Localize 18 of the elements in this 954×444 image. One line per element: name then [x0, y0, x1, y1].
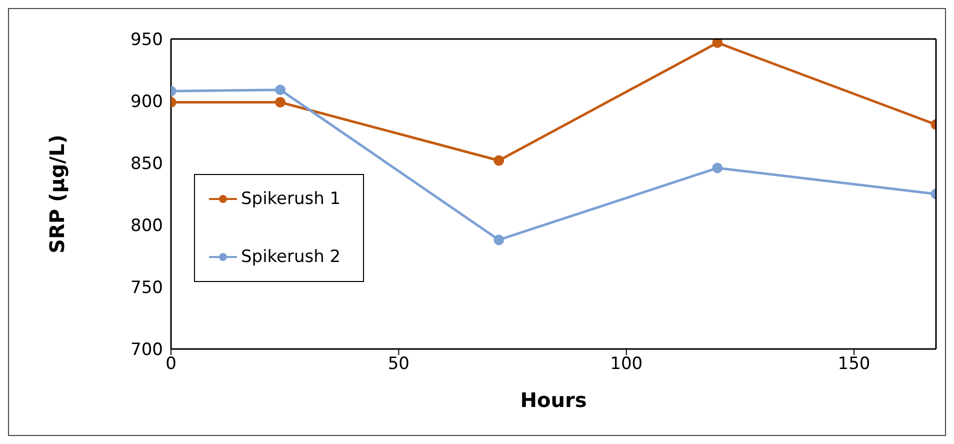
point	[712, 39, 723, 48]
y-axis-title: SRP (µg/L)	[45, 134, 70, 254]
point	[712, 162, 723, 174]
y-tick-label: 850	[130, 154, 163, 174]
legend-label: Spikerush 1	[241, 189, 341, 209]
y-tick-label: 700	[130, 340, 163, 360]
point	[494, 234, 504, 246]
y-tick-label: 800	[130, 216, 163, 236]
y-tick-label: 750	[130, 278, 163, 298]
x-tick-label: 100	[610, 354, 643, 374]
y-tick-label: 900	[130, 92, 163, 112]
x-axis-title: Hours	[520, 388, 587, 412]
legend-label: Spikerush 2	[241, 247, 341, 267]
point	[494, 155, 504, 166]
y-tick-label: 950	[130, 30, 163, 50]
x-tick-label: 50	[388, 354, 410, 374]
x-tick-label: 0	[166, 354, 176, 374]
x-tick-label: 150	[838, 354, 870, 374]
